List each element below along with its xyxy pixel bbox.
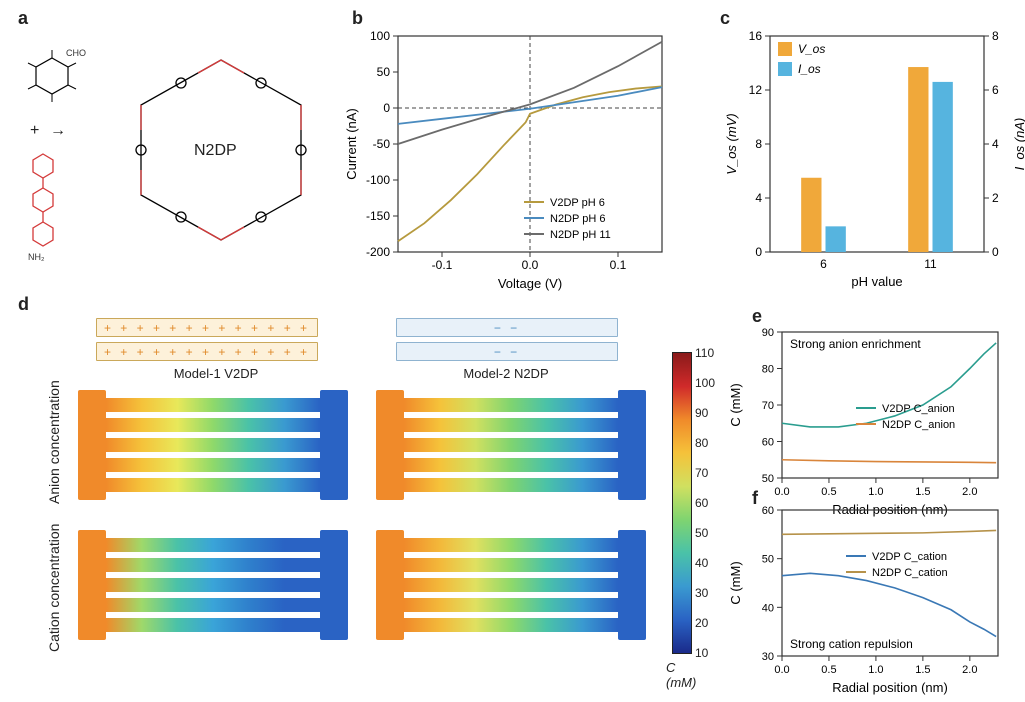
heatmap-v2dp-anion <box>78 390 348 500</box>
svg-text:Radial position (nm): Radial position (nm) <box>832 680 948 695</box>
model1-label: Model-1 V2DP <box>116 366 316 381</box>
heatmap-n2dp-anion <box>376 390 646 500</box>
svg-text:1.5: 1.5 <box>915 664 930 676</box>
precursor-diamine-icon <box>26 148 60 258</box>
svg-text:N2DP pH 11: N2DP pH 11 <box>550 229 611 241</box>
svg-text:I_os: I_os <box>798 62 821 76</box>
precursor-bottom-note: NH₂ <box>28 252 45 262</box>
svg-text:C (mM): C (mM) <box>728 561 743 604</box>
arrow-icon: → <box>50 122 66 140</box>
svg-text:C (mM): C (mM) <box>728 383 743 426</box>
svg-text:N2DP C_anion: N2DP C_anion <box>882 419 955 431</box>
svg-text:-150: -150 <box>366 209 390 223</box>
svg-text:-200: -200 <box>366 245 390 259</box>
svg-text:8: 8 <box>755 137 762 151</box>
svg-text:8: 8 <box>992 29 999 43</box>
svg-text:6: 6 <box>992 83 999 97</box>
svg-text:Current (nA): Current (nA) <box>344 108 359 180</box>
svg-text:2: 2 <box>992 191 999 205</box>
svg-text:50: 50 <box>762 554 774 566</box>
svg-text:0: 0 <box>755 245 762 259</box>
svg-text:0.5: 0.5 <box>821 664 836 676</box>
svg-text:40: 40 <box>762 602 774 614</box>
n2dp-channel-schematic: − − <box>396 318 618 337</box>
svg-text:V_os: V_os <box>798 42 825 56</box>
svg-text:V2DP C_anion: V2DP C_anion <box>882 403 955 415</box>
svg-text:-50: -50 <box>373 137 391 151</box>
svg-text:-0.1: -0.1 <box>432 258 453 272</box>
heatmap-n2dp-cation <box>376 530 646 640</box>
svg-text:60: 60 <box>762 505 774 517</box>
svg-text:16: 16 <box>749 29 763 43</box>
svg-text:N2DP pH 6: N2DP pH 6 <box>550 213 605 225</box>
n2dp-center-label: N2DP <box>194 142 237 160</box>
svg-text:12: 12 <box>749 83 763 97</box>
svg-text:pH value: pH value <box>851 274 902 289</box>
svg-text:70: 70 <box>762 400 774 412</box>
model2-label: Model-2 N2DP <box>406 366 606 381</box>
cation-side-label: Cation concentration <box>46 524 62 652</box>
colorbar-label: C (mM) <box>666 660 702 690</box>
svg-text:2.0: 2.0 <box>962 664 977 676</box>
svg-text:50: 50 <box>377 65 391 79</box>
svg-text:0: 0 <box>992 245 999 259</box>
svg-text:50: 50 <box>762 473 774 485</box>
plus-icon: + <box>30 122 39 140</box>
svg-text:90: 90 <box>762 327 774 339</box>
panel-label-a: a <box>18 8 28 29</box>
panel-a-schematic: CHO + → NH₂ <box>26 30 326 270</box>
precursor-top-note: CHO <box>66 48 86 58</box>
svg-text:4: 4 <box>755 191 762 205</box>
svg-text:V2DP pH 6: V2DP pH 6 <box>550 197 605 209</box>
panel-d-simulations: + + + + + + + + + + + + + + + + + + + + … <box>26 312 702 672</box>
svg-text:V2DP C_cation: V2DP C_cation <box>872 551 947 563</box>
v2dp-channel-schematic-2: + + + + + + + + + + + + + <box>96 342 318 361</box>
svg-text:11: 11 <box>924 257 937 271</box>
svg-text:80: 80 <box>762 364 774 376</box>
svg-text:30: 30 <box>762 651 774 663</box>
figure-root: a b c d e f CHO + → NH₂ <box>0 0 1025 689</box>
concentration-colorbar: 102030405060708090100110 <box>672 352 692 654</box>
svg-text:1.0: 1.0 <box>868 664 883 676</box>
v2dp-channel-schematic: + + + + + + + + + + + + + <box>96 318 318 337</box>
svg-text:Strong cation repulsion: Strong cation repulsion <box>790 637 913 651</box>
svg-text:N2DP C_cation: N2DP C_cation <box>872 567 948 579</box>
svg-text:0.1: 0.1 <box>610 258 627 272</box>
svg-text:Strong anion enrichment: Strong anion enrichment <box>790 337 921 351</box>
svg-text:V_os (mV): V_os (mV) <box>724 113 739 174</box>
svg-text:60: 60 <box>762 437 774 449</box>
svg-text:0.0: 0.0 <box>774 664 789 676</box>
svg-text:I_os (nA): I_os (nA) <box>1012 118 1025 171</box>
svg-text:0: 0 <box>383 101 390 115</box>
n2dp-channel-schematic-2: − − <box>396 342 618 361</box>
heatmap-v2dp-cation <box>78 530 348 640</box>
svg-text:4: 4 <box>992 137 999 151</box>
svg-text:-100: -100 <box>366 173 390 187</box>
svg-text:100: 100 <box>370 29 390 43</box>
svg-text:0.0: 0.0 <box>522 258 539 272</box>
svg-text:Voltage (V): Voltage (V) <box>498 276 562 291</box>
anion-side-label: Anion concentration <box>46 380 62 504</box>
svg-text:6: 6 <box>820 257 827 271</box>
